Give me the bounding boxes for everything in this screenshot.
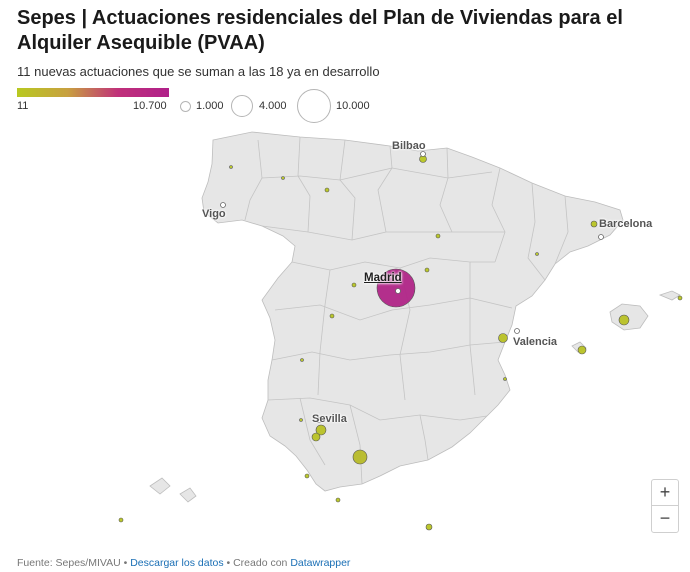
city-marker bbox=[316, 417, 322, 423]
border-line bbox=[377, 145, 393, 233]
city-marker bbox=[598, 234, 604, 240]
project-bubble[interactable] bbox=[300, 358, 304, 362]
border-line bbox=[267, 397, 488, 421]
border-line bbox=[261, 167, 493, 181]
border-line bbox=[261, 225, 505, 241]
menorca-island bbox=[658, 290, 681, 301]
project-bubble[interactable] bbox=[435, 233, 441, 239]
border-line bbox=[527, 182, 546, 281]
city-marker bbox=[395, 288, 401, 294]
chart-title: Sepes | Actuaciones residenciales del Pl… bbox=[17, 7, 623, 54]
border-line bbox=[317, 269, 331, 396]
city-label-valencia: Valencia bbox=[513, 336, 558, 348]
border-line bbox=[297, 136, 311, 233]
project-bubble[interactable] bbox=[618, 314, 630, 326]
project-bubble[interactable] bbox=[677, 295, 683, 301]
color-scale-bar bbox=[17, 88, 169, 97]
gran-canaria-island bbox=[179, 487, 197, 503]
project-bubble[interactable] bbox=[352, 449, 368, 465]
project-bubble[interactable] bbox=[424, 267, 430, 273]
size-legend-circle-medium bbox=[231, 95, 253, 117]
project-bubble[interactable] bbox=[315, 424, 327, 436]
border-line bbox=[299, 397, 326, 466]
project-bubble[interactable] bbox=[299, 418, 303, 422]
size-legend-label-small: 1.000 bbox=[196, 100, 224, 112]
project-bubble[interactable] bbox=[590, 220, 598, 228]
size-legend-label-large: 10.000 bbox=[336, 100, 370, 112]
border-line bbox=[349, 404, 363, 485]
project-bubble[interactable] bbox=[376, 268, 416, 308]
region-borders bbox=[244, 136, 569, 485]
zoom-control: + − bbox=[651, 479, 679, 533]
city-label-barcelona: Barcelona bbox=[599, 218, 653, 230]
border-line bbox=[419, 414, 429, 461]
mallorca-island bbox=[609, 303, 649, 331]
city-marker bbox=[220, 202, 226, 208]
city-label-bilbao: Bilbao bbox=[392, 140, 426, 152]
city-marker bbox=[514, 328, 520, 334]
city-label-vigo: Vigo bbox=[202, 208, 226, 220]
size-legend-circle-small bbox=[180, 101, 191, 112]
color-scale-min-label: 11 bbox=[17, 100, 29, 112]
color-scale-max-label: 10.700 bbox=[133, 100, 167, 112]
project-bubble[interactable] bbox=[118, 517, 124, 523]
project-bubble[interactable] bbox=[335, 497, 341, 503]
chart-subtitle: 11 nuevas actuaciones que se suman a las… bbox=[17, 64, 380, 79]
border-line bbox=[244, 139, 263, 221]
tenerife-island bbox=[149, 477, 171, 495]
border-line bbox=[469, 262, 476, 396]
project-bubble[interactable] bbox=[425, 523, 433, 531]
project-bubble[interactable] bbox=[498, 333, 508, 343]
project-bubble[interactable] bbox=[577, 345, 587, 355]
footer: Fuente: Sepes/MIVAU • Descargar los dato… bbox=[17, 557, 350, 569]
download-data-link[interactable]: Descargar los datos bbox=[130, 557, 224, 569]
peninsula-landmass bbox=[201, 131, 624, 492]
footer-credit-text: • Creado con bbox=[223, 557, 291, 569]
zoom-in-button[interactable]: + bbox=[659, 482, 671, 502]
city-marker bbox=[420, 151, 426, 157]
legend: 11 10.700 1.000 4.000 10.000 bbox=[17, 88, 377, 128]
project-bubble[interactable] bbox=[281, 176, 285, 180]
project-bubble[interactable] bbox=[535, 252, 539, 256]
source-note: Fuente: Sepes/MIVAU bbox=[17, 557, 121, 569]
project-bubble[interactable] bbox=[229, 165, 233, 169]
project-bubble[interactable] bbox=[351, 282, 357, 288]
size-legend-label-medium: 4.000 bbox=[259, 100, 287, 112]
project-bubble[interactable] bbox=[503, 377, 507, 381]
project-bubble[interactable] bbox=[324, 187, 330, 193]
size-legend-circle-large bbox=[297, 89, 331, 123]
city-label-madrid: Madrid bbox=[364, 272, 402, 284]
datawrapper-link[interactable]: Datawrapper bbox=[290, 557, 351, 569]
border-line bbox=[439, 147, 453, 233]
border-line bbox=[339, 139, 356, 241]
zoom-out-button[interactable]: − bbox=[652, 505, 678, 531]
land-layer bbox=[149, 131, 681, 503]
footer-separator: • bbox=[120, 557, 131, 569]
city-label-sevilla: Sevilla bbox=[312, 413, 347, 425]
project-bubble[interactable] bbox=[329, 313, 335, 319]
border-line bbox=[491, 167, 506, 263]
border-line bbox=[554, 195, 569, 265]
project-bubble[interactable] bbox=[304, 473, 310, 479]
project-bubble[interactable] bbox=[311, 432, 321, 442]
